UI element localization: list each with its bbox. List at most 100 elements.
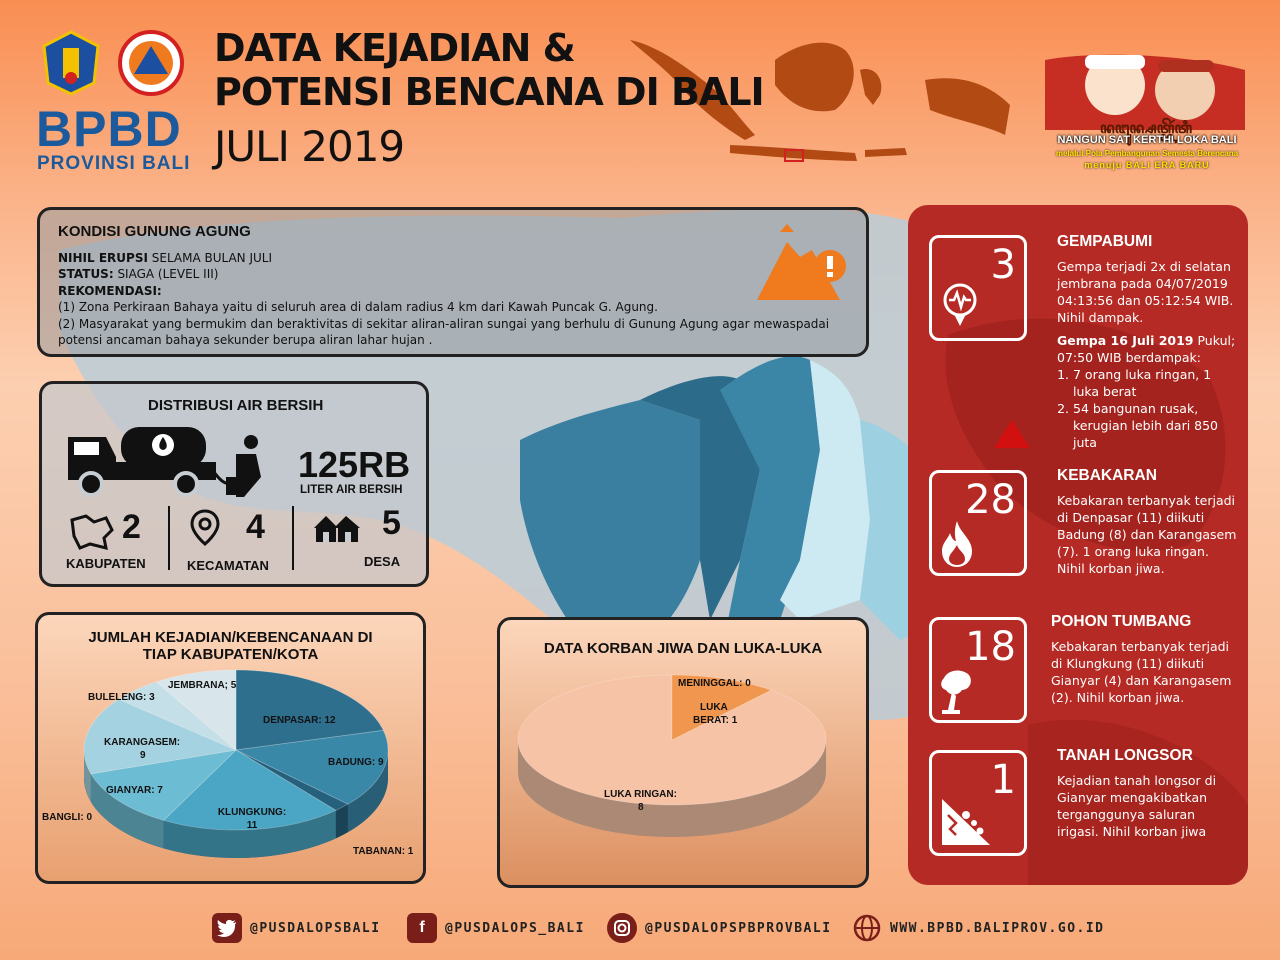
events-panel: 3 GEMPABUMI Gempa terjadi 2x di selatan …	[908, 205, 1248, 885]
kabupaten-count: 2	[122, 508, 141, 546]
instagram-icon	[607, 913, 637, 943]
location-pin-icon	[190, 509, 220, 546]
pie-label: BULELENG: 3	[88, 692, 155, 703]
kejadian-title-line1: JUMLAH KEJADIAN/KEBENCANAAN DI	[88, 629, 373, 646]
governor-slogan-sub: melalui Pola Pembangunan Semesta Berenca…	[1055, 149, 1239, 158]
pohon-tumbang-text: POHON TUMBANG Kebakaran terbanyak terjad…	[1051, 613, 1233, 706]
gempabumi-impact-1: 7 orang luka ringan, 1 luka berat	[1073, 366, 1239, 400]
korban-pie-chart: LUKA RINGAN: 8 LUKA BERAT: 1 MENINGGAL: 0	[517, 674, 827, 837]
gempabumi-time: Pukul; 07:50 WIB berdampak:	[1057, 333, 1236, 365]
kondisi-eruption-text: SELAMA BULAN JULI	[147, 251, 273, 265]
kondisi-status-value: SIAGA (LEVEL III)	[113, 267, 219, 282]
pie-slice-luka-ringan	[517, 674, 827, 806]
pie-slice-tabanan	[235, 749, 349, 811]
air-amount-label: LITER AIR BERSIH	[300, 484, 403, 496]
desa-label: DESA	[364, 554, 401, 569]
tanah-longsor-text: TANAH LONGSOR Kejadian tanah longsor di …	[1057, 747, 1239, 840]
instagram-handle: @PUSDALOPSPBPROVBALI	[645, 920, 832, 936]
title-line1: DATA KEJADIAN &	[214, 26, 576, 70]
pie-slice-karangasem	[83, 698, 238, 775]
pie-slice-klungkung	[162, 749, 337, 831]
pie-label: TABANAN: 1	[353, 846, 414, 857]
region-map-icon	[70, 514, 114, 551]
korban-panel: DATA KORBAN JIWA DAN LUKA-LUKA LUKA RING…	[497, 617, 869, 888]
pie-slice-side	[335, 804, 348, 839]
water-truck-icon	[68, 427, 261, 497]
kondisi-gunung-agung-panel: KONDISI GUNUNG AGUNG NIHIL ERUPSI SELAMA…	[37, 207, 869, 357]
governor-script: ꦤꦔꦸꦤ꧀ꦱꦠ꧀ꦏꦼꦂꦠꦶ	[1099, 119, 1193, 137]
gempabumi-count: 3	[990, 242, 1016, 288]
fire-icon	[942, 521, 972, 567]
kecamatan-label: KECAMATAN	[187, 558, 269, 573]
governor-photo	[1085, 55, 1145, 115]
governor-slogan: NANGUN SAT KERTHI LOKA BALI	[1057, 134, 1237, 146]
footer-twitter[interactable]: @PUSDALOPSBALI	[212, 912, 381, 944]
pohon-tumbang-count: 18	[965, 624, 1016, 670]
globe-icon	[852, 913, 882, 943]
volcano-warning-icon	[757, 224, 846, 300]
footer-website[interactable]: WWW.BPBD.BALIPROV.GO.ID	[852, 912, 1105, 944]
korban-title: DATA KORBAN JIWA DAN LUKA-LUKA	[543, 640, 823, 657]
pie-slice-denpasar	[235, 669, 384, 751]
pie-slice-side	[347, 750, 388, 833]
kondisi-status-label: STATUS:	[58, 267, 114, 282]
vice-governor-photo	[1155, 60, 1215, 120]
distribusi-air-panel: DISTRIBUSI AIR BERSIH 125RB LITER AIR BE…	[39, 381, 429, 587]
website-url: WWW.BPBD.BALIPROV.GO.ID	[890, 920, 1105, 936]
pie-slice-buleleng	[117, 681, 237, 751]
pie-label: DENPASAR: 12	[263, 715, 336, 726]
kejadian-title-line2: TIAP KABUPATEN/KOTA	[142, 646, 319, 663]
gempabumi-title: GEMPABUMI	[1057, 233, 1153, 250]
page-title: DATA KEJADIAN & POTENSI BENCANA DI BALI	[214, 26, 765, 114]
pie-label: BANGLI: 0	[42, 812, 92, 823]
air-amount: 125RB	[298, 444, 411, 485]
air-title: DISTRIBUSI AIR BERSIH	[148, 397, 324, 414]
footer-facebook[interactable]: f @PUSDALOPS_BALI	[407, 912, 585, 944]
kondisi-recommendation-2: (2) Masyarakat yang bermukim dan berakti…	[58, 316, 830, 348]
pie-label: KARANGASEM:	[104, 737, 180, 748]
gempabumi-date: Gempa 16 Juli 2019	[1057, 333, 1194, 348]
pie-slice-gianyar	[90, 749, 238, 821]
footer-instagram[interactable]: @PUSDALOPSPBPROVBALI	[607, 912, 832, 944]
gempabumi-impact-2: 54 bangunan rusak, kerugian lebih dari 8…	[1073, 400, 1239, 451]
houses-icon	[314, 516, 360, 542]
indonesia-map	[630, 40, 1010, 162]
pie-label-line2: 9	[140, 750, 146, 761]
pie-label: LUKA	[700, 702, 728, 713]
tanah-longsor-count: 1	[990, 757, 1016, 803]
tanah-longsor-box: 1	[929, 750, 1027, 856]
kondisi-recommendation-1: (1) Zona Perkiraan Bahaya yaitu di selur…	[58, 300, 658, 315]
gempabumi-desc: Gempa terjadi 2x di selatan jembrana pad…	[1057, 259, 1234, 325]
fallen-tree-icon	[941, 670, 971, 714]
pie-label: KLUNGKUNG:	[218, 807, 286, 818]
kebakaran-box: 28	[929, 470, 1027, 576]
logo-group	[36, 28, 186, 98]
tanah-longsor-title: TANAH LONGSOR	[1057, 747, 1193, 764]
pohon-tumbang-desc: Kebakaran terbanyak terjadi di Klungkung…	[1051, 639, 1232, 705]
kejadian-pie-chart: DENPASAR: 12 BADUNG: 9 TABANAN: 1 KLUNGKUNG…	[42, 669, 414, 858]
gempabumi-text: GEMPABUMI Gempa terjadi 2x di selatan je…	[1057, 233, 1239, 451]
kecamatan-count: 4	[246, 508, 265, 546]
kejadian-title: JUMLAH KEJADIAN/KEBENCANAAN DI TIAP KABU…	[38, 629, 423, 663]
pie-slice-luka-berat	[671, 674, 773, 741]
twitter-handle: @PUSDALOPSBALI	[250, 920, 381, 936]
landslide-icon	[942, 799, 990, 845]
kejadian-per-kabupaten-panel: JUMLAH KEJADIAN/KEBENCANAAN DI TIAP KABU…	[35, 612, 426, 884]
pie-label-line2: BERAT: 1	[693, 715, 738, 726]
title-line2: POTENSI BENCANA DI BALI	[214, 70, 765, 114]
pie-slice-side	[84, 750, 91, 802]
pie-label: BADUNG: 9	[328, 757, 384, 768]
kebakaran-title: KEBAKARAN	[1057, 467, 1157, 484]
gempabumi-box: 3	[929, 235, 1027, 341]
bpbd-logo	[118, 30, 184, 96]
pie-label-line2: 8	[638, 802, 644, 813]
facebook-icon: f	[407, 913, 437, 943]
pie-label: JEMBRANA; 5	[168, 680, 237, 691]
kebakaran-count: 28	[965, 477, 1016, 523]
desa-count: 5	[382, 504, 401, 542]
kebakaran-desc: Kebakaran terbanyak terjadi di Denpasar …	[1057, 493, 1237, 576]
bali-province-logo	[42, 30, 100, 96]
governor-banner	[1045, 54, 1245, 130]
pie-slice-side	[90, 773, 164, 849]
pie-label-line2: 11	[247, 820, 258, 831]
